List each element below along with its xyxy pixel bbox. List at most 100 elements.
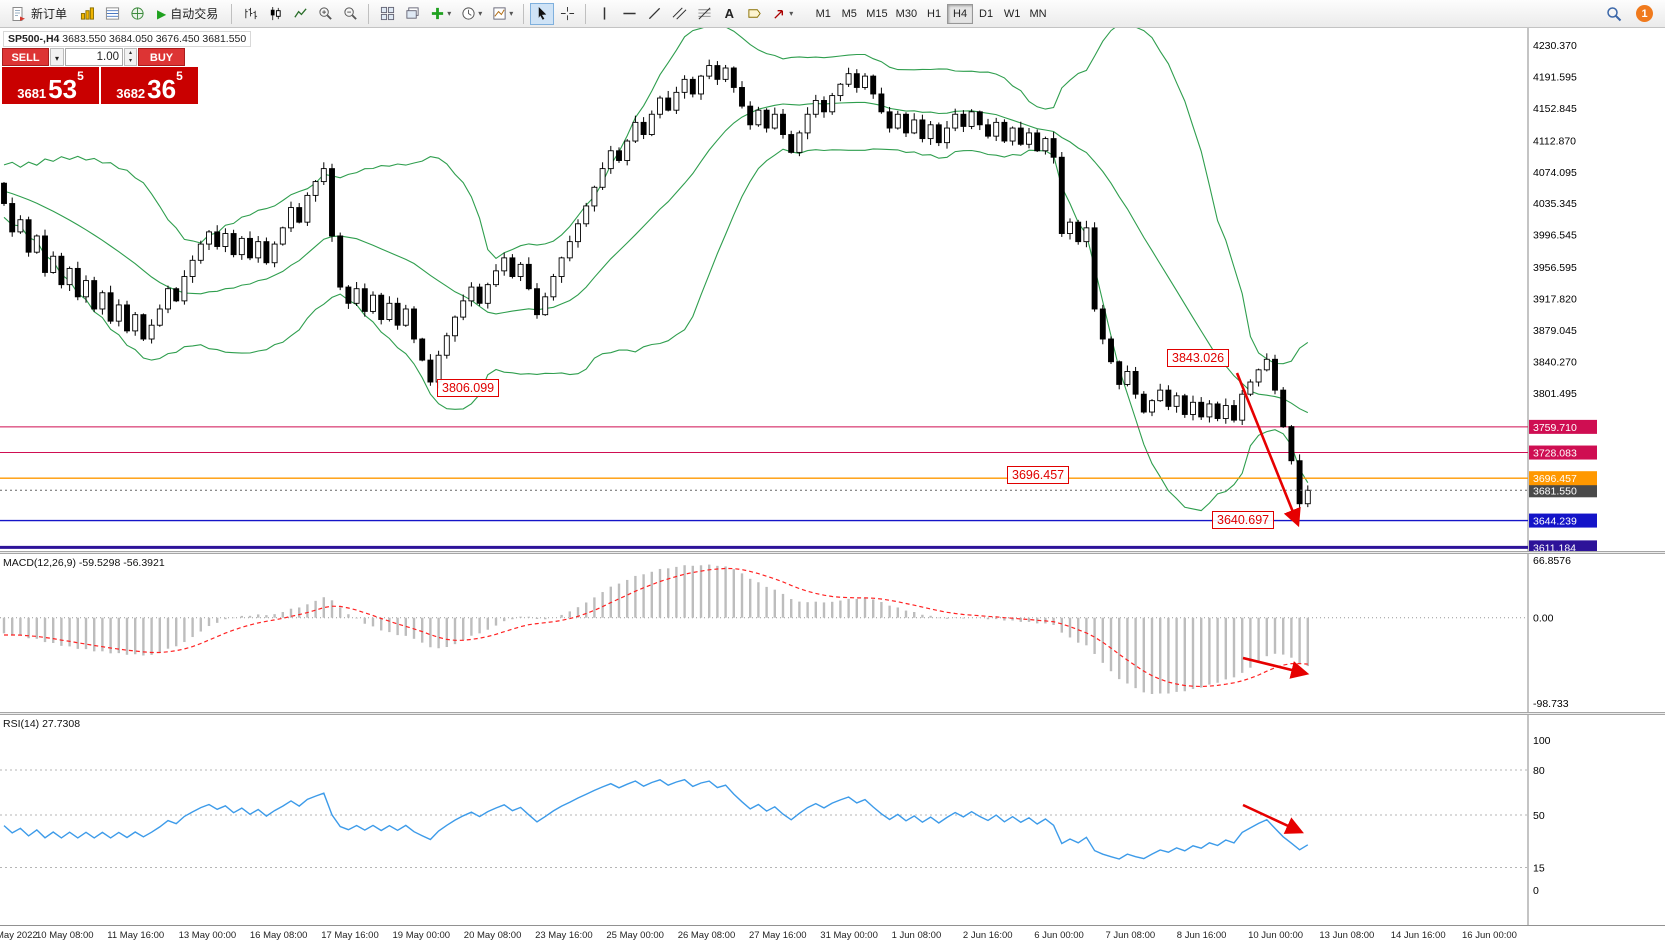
candle-body: [238, 237, 245, 256]
candle-body: [1026, 132, 1032, 145]
candle-body: [402, 308, 409, 326]
price-callout[interactable]: 3843.026: [1167, 349, 1230, 367]
buy-price-display[interactable]: 3682 36 5: [101, 67, 198, 104]
price-callout[interactable]: 3806.099: [437, 379, 500, 397]
market-watch-icon[interactable]: [75, 3, 99, 25]
price-callout[interactable]: 3640.697: [1212, 511, 1275, 529]
autotrading-button[interactable]: ▶ 自动交易: [150, 2, 225, 25]
price-callout[interactable]: 3696.457: [1007, 466, 1070, 484]
time-axis-label: 13 Jun 08:00: [1319, 930, 1375, 941]
arrows-caret-icon[interactable]: ▾: [789, 9, 794, 18]
templates-icon[interactable]: [487, 3, 511, 25]
spin-down-icon[interactable]: ▾: [128, 58, 132, 64]
candle-body: [115, 304, 122, 322]
periods-icon[interactable]: [456, 3, 480, 25]
trendline-tool-icon[interactable]: [642, 3, 666, 25]
candle-body: [320, 168, 327, 183]
candle-body: [722, 67, 729, 80]
time-axis-label: 16 Jun 00:00: [1462, 930, 1517, 941]
time-axis-label: 26 May 08:00: [677, 930, 736, 941]
rsi-axis-label: 50: [1533, 810, 1545, 822]
candle-body: [50, 255, 57, 273]
candle-body: [525, 263, 532, 290]
trend-arrow[interactable]: [1242, 656, 1310, 679]
candle-body: [435, 354, 442, 383]
text-label-tool-icon[interactable]: [742, 3, 766, 25]
price-axis-label: 4152.845: [1533, 103, 1577, 115]
candle-body: [698, 75, 704, 95]
time-axis-label: 31 May 00:00: [820, 930, 878, 941]
new-order-icon: [12, 6, 25, 21]
timeframe-w1[interactable]: W1: [1003, 7, 1021, 20]
candle-body: [255, 241, 262, 259]
timeframe-m15[interactable]: M15: [866, 7, 888, 20]
time-axis[interactable]: May 2022 10 May 08:00 11 May 16:00 13 May 0…: [0, 925, 1665, 945]
candle-body: [657, 97, 663, 115]
candle-body: [1099, 308, 1106, 340]
trade-options-button[interactable]: ▾: [50, 48, 64, 66]
timeframe-h4[interactable]: H4: [947, 3, 974, 24]
candle-body: [181, 276, 188, 302]
lot-stepper[interactable]: ▴ ▾: [124, 48, 137, 66]
bollinger-upper: [3, 28, 1309, 365]
indicators-caret-icon[interactable]: ▾: [447, 9, 452, 18]
chart-window: 3681.550 3759.710 3728.083 3696.457 3644.239…: [0, 28, 1665, 945]
templates-caret-icon[interactable]: ▾: [509, 9, 514, 18]
navigator-icon[interactable]: [125, 3, 149, 25]
macd-axis-label: 0.00: [1533, 613, 1554, 625]
zoom-out-icon[interactable]: [338, 3, 362, 25]
trend-arrow[interactable]: [1235, 372, 1301, 528]
sell-price-display[interactable]: 3681 53 5: [2, 67, 99, 104]
new-order-button[interactable]: 新订单: [4, 2, 74, 25]
candle-body: [1272, 358, 1278, 391]
zoom-in-icon[interactable]: [313, 3, 337, 25]
sell-price-main: 3681: [17, 86, 47, 101]
cursor-tool-icon[interactable]: [530, 2, 555, 25]
candle-body: [673, 91, 680, 111]
trend-arrow[interactable]: [1242, 803, 1304, 834]
toolbar-separator: [368, 3, 370, 24]
indicators-icon[interactable]: [425, 3, 449, 25]
panel-splitter[interactable]: [0, 551, 1665, 554]
cascade-windows-icon[interactable]: [400, 3, 424, 25]
candle-body: [853, 73, 860, 88]
text-tool-icon[interactable]: A: [717, 3, 741, 25]
buy-button[interactable]: BUY: [138, 48, 185, 66]
timeframe-m1[interactable]: M1: [815, 7, 831, 20]
candlestick-type-icon[interactable]: [263, 3, 287, 25]
bollinger-middle: [3, 101, 1309, 414]
candle-body: [148, 324, 155, 340]
arrows-tool-icon[interactable]: [767, 3, 791, 25]
vertical-line-tool-icon[interactable]: [592, 3, 616, 25]
bar-chart-type-icon[interactable]: [238, 3, 262, 25]
fibonacci-tool-icon[interactable]: [692, 3, 716, 25]
candle-body: [1140, 393, 1147, 413]
timeframe-mn[interactable]: MN: [1029, 7, 1047, 20]
spin-up-icon[interactable]: ▴: [128, 50, 132, 56]
candle-body: [304, 194, 311, 223]
timeframe-m5[interactable]: M5: [841, 7, 857, 20]
lot-size-input[interactable]: 1.00: [65, 48, 123, 66]
rsi-axis-label: 100: [1533, 735, 1551, 747]
time-axis-label: 1 Jun 08:00: [891, 930, 942, 941]
sell-button[interactable]: SELL: [2, 48, 49, 66]
candle-body: [329, 168, 335, 237]
timeframe-d1[interactable]: D1: [979, 7, 994, 20]
tile-windows-icon[interactable]: [375, 3, 399, 25]
panel-splitter[interactable]: [0, 712, 1665, 715]
data-window-icon[interactable]: [100, 3, 124, 25]
horizontal-line-tool-icon[interactable]: [617, 3, 641, 25]
timeframe-m30[interactable]: M30: [895, 7, 918, 20]
search-icon[interactable]: [1602, 3, 1626, 25]
candle-body: [1034, 132, 1041, 152]
candle-body: [706, 65, 713, 77]
periods-caret-icon[interactable]: ▾: [478, 9, 483, 18]
channel-tool-icon[interactable]: [667, 3, 691, 25]
crosshair-tool-icon[interactable]: [555, 3, 579, 25]
timeframe-h1[interactable]: H1: [927, 7, 942, 20]
candle-body: [394, 302, 401, 326]
notification-badge[interactable]: 1: [1636, 5, 1653, 22]
candle-body: [1050, 138, 1057, 158]
line-chart-type-icon[interactable]: [288, 3, 312, 25]
candle-body: [17, 219, 24, 233]
